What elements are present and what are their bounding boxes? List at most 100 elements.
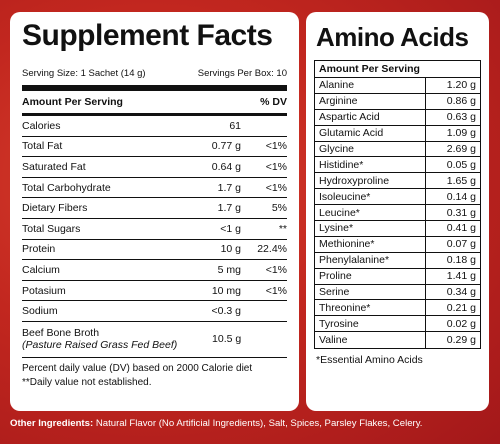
nutrient-name: Dietary Fibers (22, 202, 88, 215)
amino-header: Amount Per Serving (315, 61, 480, 78)
amino-acids-title: Amino Acids (316, 22, 469, 52)
ingredients-text: Natural Flavor (No Artificial Ingredient… (93, 418, 423, 429)
nutrient-name: Total Sugars (22, 222, 81, 235)
amount-per-serving-header: Amount Per Serving (22, 96, 123, 108)
footnote-dv: Percent daily value (DV) based on 2000 C… (22, 362, 253, 374)
nutrient-amount: 10 g (220, 243, 241, 256)
amino-name: Serine (319, 286, 350, 299)
amino-name: Methionine* (319, 238, 375, 251)
nutrient-name: Calcium (22, 263, 60, 276)
amino-name: Arginine (319, 95, 358, 108)
nutrient-amount: 5 mg (217, 263, 241, 276)
nutrient-name: Total Fat (22, 140, 63, 153)
nutrient-amount: 0.77 g (211, 140, 241, 153)
amino-name: Proline (319, 270, 352, 283)
amino-row: Histidine* 0.05 g (315, 157, 480, 174)
amino-amount: 0.18 g (425, 252, 480, 268)
nutrient-dv: <1% (265, 181, 287, 194)
footnote-daily-value: **Daily value not established. (22, 377, 152, 389)
nutrient-amount: 1.7 g (217, 202, 241, 215)
amino-row: Arginine 0.86 g (315, 93, 480, 110)
nutrient-dv: <1% (265, 284, 287, 297)
amino-table: Amount Per Serving Alanine 1.20 g Arginin… (314, 60, 481, 350)
facts-row: Dietary Fibers 1.7 g 5% (22, 198, 287, 219)
amino-amount: 0.34 g (425, 284, 480, 300)
amino-amount: 2.69 g (425, 141, 480, 157)
facts-row: Total Sugars <1 g ** (22, 219, 287, 240)
amino-amount: 0.21 g (425, 300, 480, 316)
nutrient-name: Protein (22, 243, 56, 256)
amino-acids-panel: Amino Acids Amount Per Serving Alanine 1.… (306, 12, 489, 411)
amino-name: Histidine* (319, 158, 364, 171)
facts-footnotes: Percent daily value (DV) based on 2000 C… (22, 358, 287, 391)
amino-row: Glutamic Acid 1.09 g (315, 125, 480, 142)
amino-row: Leucine* 0.31 g (315, 205, 480, 222)
nutrient-dv: ** (278, 222, 287, 235)
facts-rows: Calories 61 Total Fat 0.77 g <1% Saturated … (22, 116, 287, 358)
amino-amount: 1.65 g (425, 173, 480, 189)
supplement-facts-panel: Supplement Facts Serving Size: 1 Sachet … (10, 12, 299, 411)
amino-amount: 0.02 g (425, 316, 480, 332)
nutrient-name: Calories (22, 119, 61, 132)
facts-row: Protein 10 g 22.4% (22, 240, 287, 261)
amino-amount: 1.41 g (425, 268, 480, 284)
broth-subname: (Pasture Raised Grass Fed Beef) (22, 339, 178, 352)
nutrient-amount: 0.64 g (211, 160, 241, 173)
nutrient-amount: 10.5 g (212, 333, 242, 346)
nutrient-name: Saturated Fat (22, 160, 86, 173)
amino-amount: 0.14 g (425, 189, 480, 205)
amino-name: Alanine (319, 79, 355, 92)
supplement-facts-title: Supplement Facts (22, 19, 273, 52)
amino-name: Threonine* (319, 301, 371, 314)
other-ingredients: Other Ingredients: Natural Flavor (No Ar… (10, 418, 495, 429)
facts-row: Calories 61 (22, 116, 287, 137)
serving-info: Serving Size: 1 Sachet (14 g) Servings P… (22, 68, 287, 79)
amino-amount: 0.07 g (425, 236, 480, 252)
facts-row: Total Carbohydrate 1.7 g <1% (22, 178, 287, 199)
nutrient-name: Sodium (22, 305, 58, 318)
nutrient-name: Total Carbohydrate (22, 181, 111, 194)
servings-per-box: Servings Per Box: 10 (197, 68, 287, 79)
amino-row: Isoleucine* 0.14 g (315, 189, 480, 206)
facts-row: Saturated Fat 0.64 g <1% (22, 157, 287, 178)
medium-divider (22, 113, 287, 116)
amino-name: Valine (319, 334, 348, 347)
facts-header-row: Amount Per Serving % DV (22, 91, 287, 113)
amino-name: Leucine* (319, 206, 360, 219)
amino-name: Glutamic Acid (319, 127, 384, 140)
amino-row: Tyrosine 0.02 g (315, 316, 480, 333)
nutrient-name: Potasium (22, 284, 66, 297)
amino-row: Hydroxyproline 1.65 g (315, 173, 480, 190)
facts-row: Potasium 10 mg <1% (22, 281, 287, 302)
amino-name: Phenylalanine* (319, 254, 390, 267)
amino-name: Isoleucine* (319, 190, 371, 203)
amino-amount: 0.86 g (425, 93, 480, 109)
amino-amount: 1.20 g (425, 78, 480, 93)
nutrient-dv: 22.4% (257, 243, 287, 256)
amino-row: Methionine* 0.07 g (315, 236, 480, 253)
nutrient-amount: <0.3 g (211, 305, 242, 318)
amino-row: Valine 0.29 g (315, 332, 480, 349)
nutrient-dv: 5% (271, 202, 287, 215)
amino-amount: 1.09 g (425, 125, 480, 141)
amino-name: Glycine (319, 143, 355, 155)
serving-size: Serving Size: 1 Sachet (14 g) (22, 68, 146, 79)
broth-name: Beef Bone Broth (22, 327, 100, 340)
facts-row: Calcium 5 mg <1% (22, 260, 287, 281)
facts-row: Total Fat 0.77 g <1% (22, 137, 287, 158)
amino-row: Threonine* 0.21 g (315, 300, 480, 317)
nutrient-amount: 1.7 g (217, 181, 241, 194)
amino-amount: 0.63 g (425, 109, 480, 125)
amino-amount: 0.31 g (425, 205, 480, 221)
amino-amount: 0.05 g (425, 157, 480, 173)
nutrient-amount: 10 mg (211, 284, 241, 297)
ingredients-label: Other Ingredients: (10, 418, 94, 429)
thick-divider (22, 85, 287, 91)
amino-row: Serine 0.34 g (315, 284, 480, 301)
nutrient-amount: <1 g (220, 222, 241, 235)
amino-amount: 0.29 g (425, 332, 480, 349)
amino-row: Aspartic Acid 0.63 g (315, 109, 480, 126)
nutrient-name: Beef Bone Broth (Pasture Raised Grass Fed… (22, 327, 177, 351)
amino-row: Lysine* 0.41 g (315, 221, 480, 237)
nutrient-dv: <1% (265, 140, 287, 153)
